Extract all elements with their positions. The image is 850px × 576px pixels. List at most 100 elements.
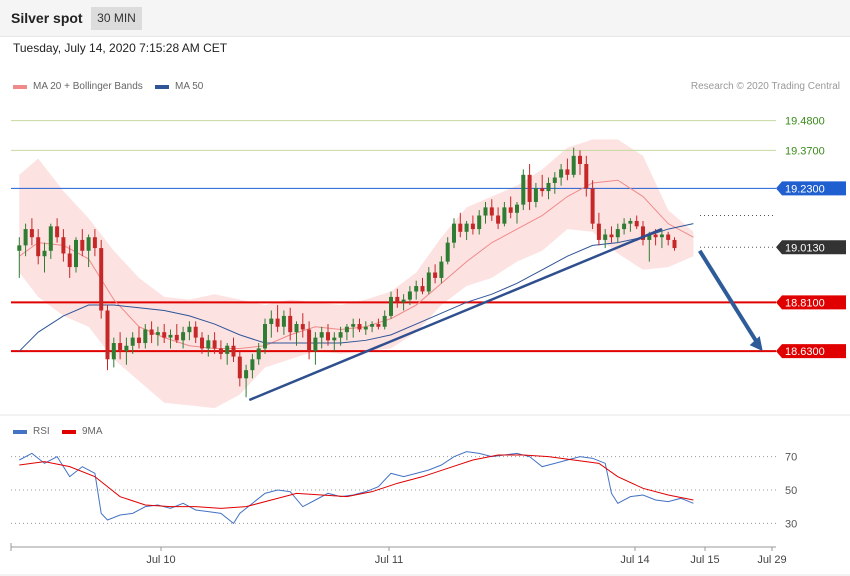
candle-body <box>206 340 211 349</box>
timeframe-button[interactable]: 30 MIN <box>91 7 142 30</box>
legend-ma50-label: MA 50 <box>175 81 204 92</box>
candle-body <box>533 188 538 202</box>
legend-9ma: 9MA <box>62 426 103 437</box>
candle-body <box>527 174 532 202</box>
candle-body <box>300 324 305 330</box>
candle-body <box>571 155 576 175</box>
candle-body <box>92 237 97 249</box>
candle-body <box>200 337 204 349</box>
candle-body <box>502 207 507 224</box>
candle-body <box>552 177 557 183</box>
candle-body <box>521 174 526 205</box>
legend-ma20: MA 20 + Bollinger Bands <box>13 81 143 92</box>
candle-body <box>118 343 123 352</box>
candle-body <box>464 223 469 232</box>
candle-body <box>174 334 179 341</box>
candle-body <box>515 204 519 213</box>
instrument-title: Silver spot <box>11 10 83 26</box>
bollinger-band <box>19 139 694 409</box>
candle-body <box>338 332 343 338</box>
candle-body <box>29 229 34 238</box>
candle-body <box>256 348 261 360</box>
candle-body <box>596 223 601 240</box>
candle-body <box>149 329 154 335</box>
candle-body <box>546 182 551 192</box>
level-tag-pivot <box>776 181 846 196</box>
candle-body <box>143 329 148 344</box>
candle-body <box>622 223 627 230</box>
candle-body <box>351 324 356 327</box>
rsi-swatch <box>13 429 27 434</box>
candle-body <box>137 337 141 344</box>
candle-body <box>433 272 438 278</box>
candle-body <box>244 370 249 379</box>
candle-body <box>319 332 324 338</box>
candle-body <box>672 239 677 249</box>
candle-body <box>162 332 167 338</box>
candle-body <box>218 348 223 354</box>
candle-body <box>565 169 570 175</box>
candle-body <box>99 248 104 311</box>
level-tag-support <box>776 295 846 310</box>
candle-body <box>653 234 658 238</box>
x-tick-label: Jul 11 <box>375 554 404 566</box>
candle-body <box>540 188 545 192</box>
candle-body <box>420 286 425 292</box>
candle-body <box>357 324 362 330</box>
trend-line <box>248 227 663 402</box>
candle-body <box>225 345 230 354</box>
candle-body <box>313 337 318 352</box>
9ma-swatch <box>62 429 76 434</box>
candle-body <box>634 220 639 227</box>
candle-body <box>584 163 589 189</box>
legend-ma20-label: MA 20 + Bollinger Bands <box>33 81 143 92</box>
candle-body <box>105 310 110 360</box>
level-label-support: 18.8100 <box>785 297 825 309</box>
level-label-support: 18.6300 <box>785 346 825 358</box>
ma20-swatch <box>13 84 27 89</box>
level-label-resistance: 19.3700 <box>785 145 825 157</box>
candle-body <box>332 337 337 341</box>
candle-body <box>609 234 614 238</box>
candle-body <box>212 340 217 349</box>
candle-body <box>193 326 198 338</box>
x-tick-label: Jul 10 <box>146 554 175 566</box>
candle-body <box>275 318 280 327</box>
candle-body <box>61 237 66 254</box>
candle-body <box>48 226 53 251</box>
candle-body <box>80 239 85 251</box>
x-tick-label: Jul 29 <box>757 554 786 566</box>
candle-body <box>578 155 582 164</box>
candle-body <box>389 296 393 316</box>
legend-rsi: RSI <box>13 426 50 437</box>
candle-body <box>407 291 412 300</box>
level-tag-support <box>776 344 846 359</box>
candle-body <box>55 226 60 238</box>
chart-header: Silver spot 30 MIN <box>0 0 850 37</box>
candle-body <box>489 207 494 216</box>
candle-body <box>414 286 419 292</box>
candle-body <box>231 345 236 357</box>
candle-body <box>155 332 160 335</box>
candle-body <box>67 253 72 268</box>
candle-body <box>666 234 671 240</box>
candle-body <box>307 329 312 352</box>
forecast-arrow <box>698 249 761 347</box>
legend-rsi-label: RSI <box>33 426 50 437</box>
candle-body <box>395 296 400 303</box>
candle-body <box>426 272 431 292</box>
candle-body <box>477 215 482 230</box>
rsi-9ma-line <box>19 454 694 509</box>
candle-body <box>458 223 463 232</box>
candle-body <box>559 169 564 178</box>
candle-body <box>181 332 186 341</box>
candle-body <box>36 237 41 257</box>
rsi-tick-label: 30 <box>785 518 797 530</box>
candle-body <box>628 220 633 224</box>
timestamp: Tuesday, July 14, 2020 7:15:28 AM CET <box>13 41 228 55</box>
level-label-resistance: 19.4800 <box>785 116 825 128</box>
candle-body <box>363 326 368 330</box>
candle-body <box>17 245 22 251</box>
candle-body <box>401 299 406 303</box>
